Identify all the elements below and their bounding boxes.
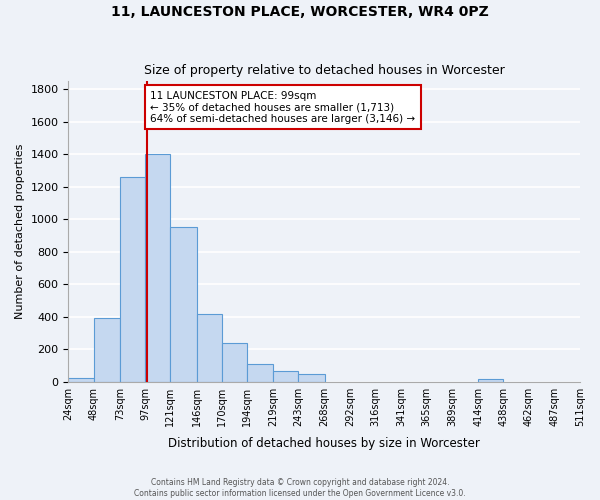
Bar (478, 379, 503, 382)
Bar (68, 378, 94, 382)
Text: 11 LAUNCESTON PLACE: 99sqm
← 35% of detached houses are smaller (1,713)
64% of s: 11 LAUNCESTON PLACE: 99sqm ← 35% of deta… (151, 90, 415, 124)
Bar (298, 374, 325, 382)
Bar (273, 371, 298, 382)
Bar (247, 364, 273, 382)
Bar (94, 318, 120, 382)
Bar (145, 154, 170, 382)
Bar (222, 344, 247, 382)
Bar (120, 177, 145, 382)
Bar (197, 314, 222, 382)
Title: Size of property relative to detached houses in Worcester: Size of property relative to detached ho… (144, 64, 505, 77)
X-axis label: Distribution of detached houses by size in Worcester: Distribution of detached houses by size … (168, 437, 480, 450)
Y-axis label: Number of detached properties: Number of detached properties (15, 144, 25, 319)
Text: 11, LAUNCESTON PLACE, WORCESTER, WR4 0PZ: 11, LAUNCESTON PLACE, WORCESTER, WR4 0PZ (111, 5, 489, 19)
Text: Contains HM Land Registry data © Crown copyright and database right 2024.
Contai: Contains HM Land Registry data © Crown c… (134, 478, 466, 498)
Bar (170, 227, 197, 382)
